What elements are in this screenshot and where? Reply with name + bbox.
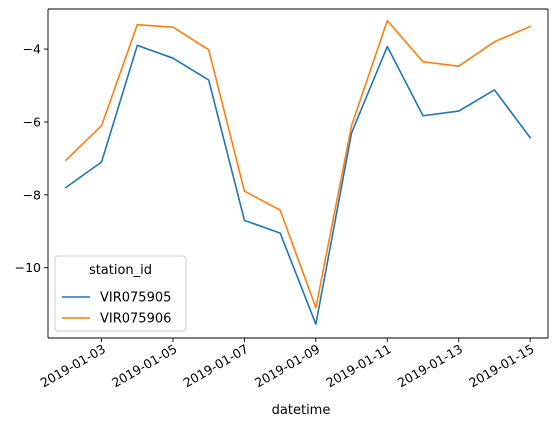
legend-label: VIR075905 [100,291,171,306]
x-tick-label-group: 2019-01-05 [109,341,179,390]
series-line-vir075906 [64,19,532,309]
x-tick-label-group: 2019-01-11 [323,341,393,390]
series-lines [64,19,532,325]
y-tick-label: −4 [23,42,41,57]
x-tick-label: 2019-01-09 [252,341,322,390]
x-tick-label: 2019-01-05 [109,341,179,390]
legend-box [54,255,187,332]
x-tick-label: 2019-01-07 [181,341,251,390]
x-tick-label-group: 2019-01-09 [252,341,322,390]
series-line-vir075905 [64,44,532,325]
y-tick-label: −8 [23,187,41,202]
y-tick-label: −10 [15,260,41,275]
x-tick-label-group: 2019-01-15 [466,341,536,390]
legend: station_id VIR075905 VIR075906 [54,255,187,332]
x-tick-label-group: 2019-01-03 [38,341,108,390]
x-tick-label: 2019-01-03 [38,341,108,390]
x-tick-label: 2019-01-13 [395,341,465,390]
x-tick-label: 2019-01-15 [466,341,536,390]
legend-label: VIR075906 [100,312,171,327]
x-tick-label-group: 2019-01-07 [181,341,251,390]
x-axis-label: datetime [272,403,331,418]
x-tick-label: 2019-01-11 [323,341,393,390]
y-tick-label: −6 [23,114,41,129]
legend-title: station_id [89,263,152,278]
x-tick-label-group: 2019-01-13 [395,341,465,390]
